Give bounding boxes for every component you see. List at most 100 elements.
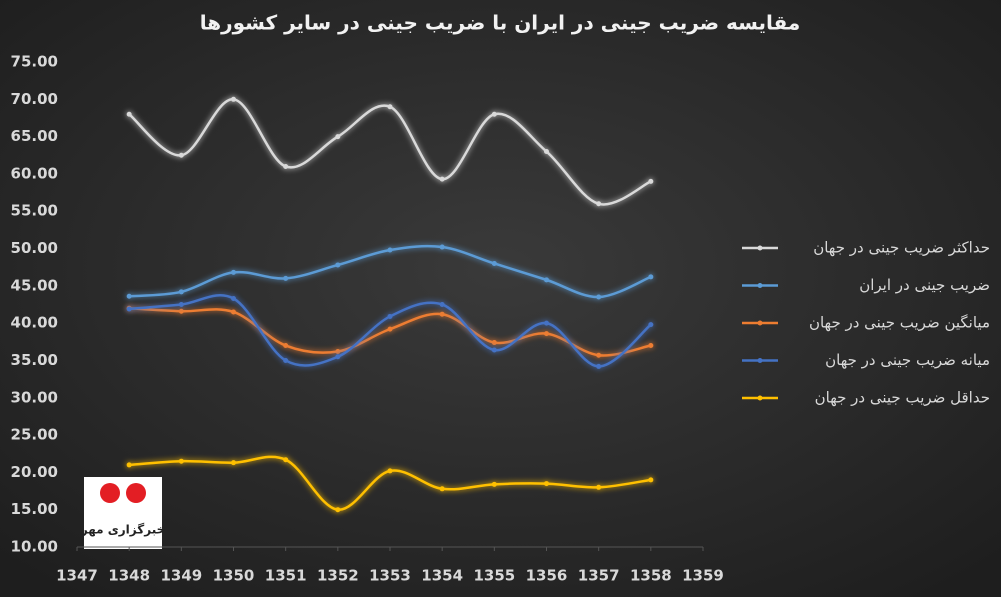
point <box>544 149 549 155</box>
point <box>231 460 236 466</box>
point <box>596 484 602 490</box>
point <box>126 462 132 468</box>
point <box>126 111 132 117</box>
point <box>231 269 236 275</box>
y-tick-label: 65.00 <box>11 127 58 145</box>
point <box>283 163 289 169</box>
point <box>596 363 602 369</box>
y-tick-label: 50.00 <box>11 239 58 257</box>
x-tick-label: 1355 <box>473 567 515 585</box>
logo-mark <box>100 483 120 503</box>
point <box>178 152 184 158</box>
point <box>596 201 602 207</box>
y-tick-label: 30.00 <box>11 388 58 406</box>
legend-dot <box>757 283 763 288</box>
y-tick-label: 20.00 <box>11 463 58 481</box>
point <box>439 311 445 317</box>
point <box>231 96 236 102</box>
x-tick-label: 1348 <box>108 567 150 585</box>
point <box>387 313 393 319</box>
y-tick-label: 70.00 <box>11 90 58 108</box>
point <box>126 293 132 299</box>
legend-label: حداقل ضریب جینی در جهان <box>815 389 990 407</box>
legend-dot <box>757 320 763 326</box>
series <box>126 244 654 300</box>
point <box>544 320 549 326</box>
point <box>335 262 341 268</box>
x-tick-label: 1351 <box>265 567 307 585</box>
point <box>178 289 184 295</box>
x-tick-label: 1353 <box>369 567 411 585</box>
point <box>283 357 289 363</box>
logo: خبرگزاری مهر <box>80 477 165 549</box>
point <box>387 326 393 332</box>
point <box>335 134 341 140</box>
x-tick-label: 1357 <box>578 567 620 585</box>
point <box>387 247 393 253</box>
legend-dot <box>757 245 763 251</box>
point <box>439 302 445 307</box>
point <box>231 296 236 302</box>
y-tick-label: 45.00 <box>11 276 58 294</box>
logo-box <box>84 477 162 549</box>
point <box>178 458 184 464</box>
series <box>126 96 654 207</box>
point <box>596 352 602 358</box>
point <box>648 477 654 483</box>
point <box>335 354 341 360</box>
legend-label: میانه ضریب جینی در جهان <box>825 351 990 369</box>
legend-label: ضریب جینی در ایران <box>859 276 990 294</box>
logo-text: خبرگزاری مهر <box>80 523 165 537</box>
y-tick-label: 55.00 <box>11 202 58 220</box>
point <box>387 104 393 110</box>
point <box>544 481 549 487</box>
x-tick-label: 1347 <box>56 567 98 585</box>
y-tick-label: 15.00 <box>11 500 58 518</box>
point <box>387 468 393 474</box>
point <box>648 343 654 349</box>
legend-dot <box>757 358 763 363</box>
series <box>126 294 654 369</box>
x-tick-label: 1349 <box>160 567 202 585</box>
point <box>283 457 289 463</box>
legend-label: حداکثر ضریب جینی در جهان <box>813 239 990 257</box>
y-tick-label: 35.00 <box>11 351 58 369</box>
point <box>648 274 654 280</box>
y-tick-label: 40.00 <box>11 314 58 332</box>
x-tick-label: 1356 <box>526 567 568 585</box>
series <box>126 455 654 513</box>
point <box>491 481 497 487</box>
point <box>335 507 341 513</box>
point <box>283 275 289 281</box>
point <box>648 178 654 184</box>
point <box>126 306 132 312</box>
point <box>491 260 497 266</box>
point <box>648 322 654 328</box>
x-tick-label: 1354 <box>421 567 463 585</box>
point <box>283 343 289 349</box>
x-tick-label: 1359 <box>682 567 724 585</box>
y-tick-label: 60.00 <box>11 164 58 182</box>
legend-label: میانگین ضریب جینی در جهان <box>809 314 990 332</box>
y-tick-label: 75.00 <box>11 53 58 71</box>
point <box>178 308 184 314</box>
point <box>439 244 445 250</box>
point <box>491 111 497 117</box>
point <box>439 486 445 492</box>
point <box>491 347 497 353</box>
point <box>178 302 184 307</box>
point <box>544 277 549 283</box>
legend-dot <box>757 395 763 401</box>
x-tick-label: 1350 <box>213 567 255 585</box>
y-tick-label: 25.00 <box>11 426 58 444</box>
y-tick-label: 10.00 <box>11 538 58 556</box>
point <box>544 331 549 337</box>
chart-title: مقایسه ضریب جینی در ایران با ضریب جینی د… <box>200 11 801 35</box>
point <box>335 349 341 355</box>
logo-mark <box>126 483 146 503</box>
x-tick-label: 1352 <box>317 567 359 585</box>
x-tick-label: 1358 <box>630 567 672 585</box>
